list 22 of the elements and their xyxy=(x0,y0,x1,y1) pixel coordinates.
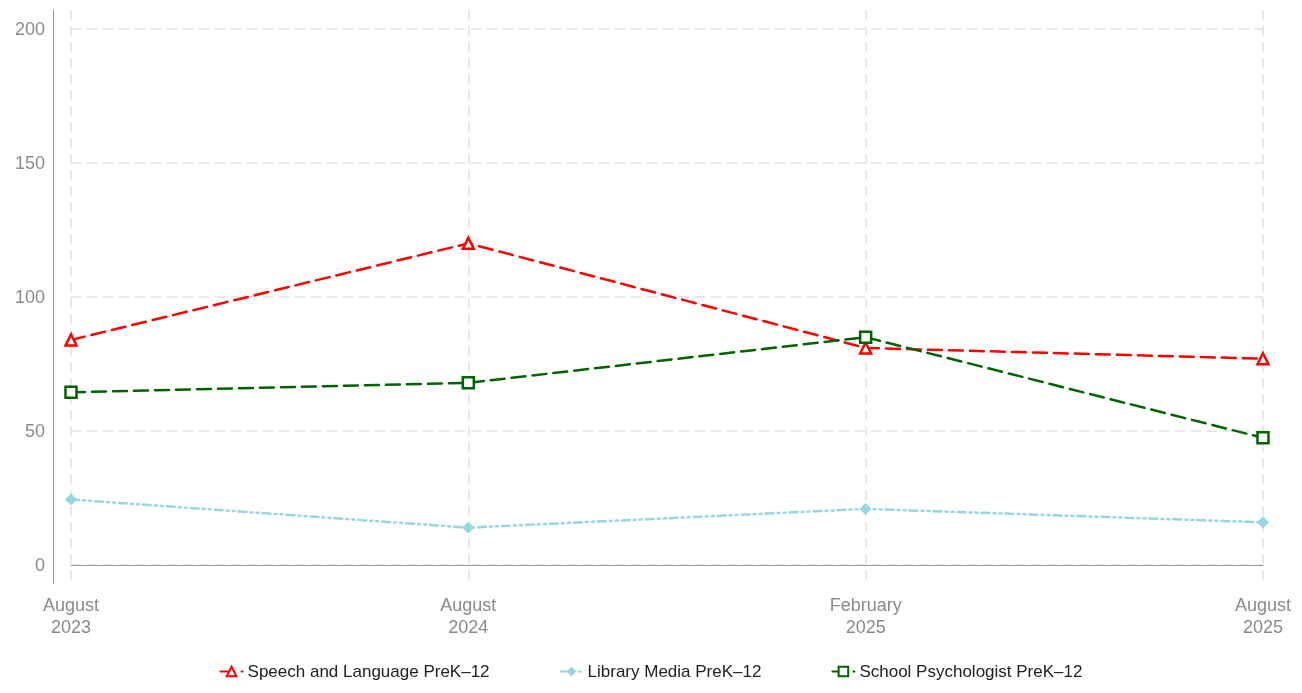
x-tick-label: February 2025 xyxy=(829,595,902,637)
point xyxy=(64,385,78,399)
point xyxy=(1256,431,1270,445)
point xyxy=(461,236,476,251)
point xyxy=(859,502,872,515)
legend-label: Speech and Language PreK–12 xyxy=(247,662,490,681)
point xyxy=(462,521,475,534)
point xyxy=(1256,351,1270,366)
x-tick-label: August 2023 xyxy=(42,595,100,637)
legend-label: School Psychologist PreK–12 xyxy=(859,662,1083,681)
legend-label: Library Media PreK–12 xyxy=(587,662,762,681)
y-tick-label: 150 xyxy=(14,152,45,173)
x-tick-label: August 2025 xyxy=(1234,595,1291,637)
y-tick-label: 50 xyxy=(24,421,45,442)
point xyxy=(461,376,476,390)
y-tick-label: 100 xyxy=(14,287,45,307)
y-tick-label: 0 xyxy=(34,555,45,576)
point xyxy=(858,330,873,344)
point xyxy=(64,333,78,347)
x-tick-label: August 2024 xyxy=(440,595,497,637)
y-tick-label: 200 xyxy=(14,18,45,39)
point xyxy=(65,493,77,506)
